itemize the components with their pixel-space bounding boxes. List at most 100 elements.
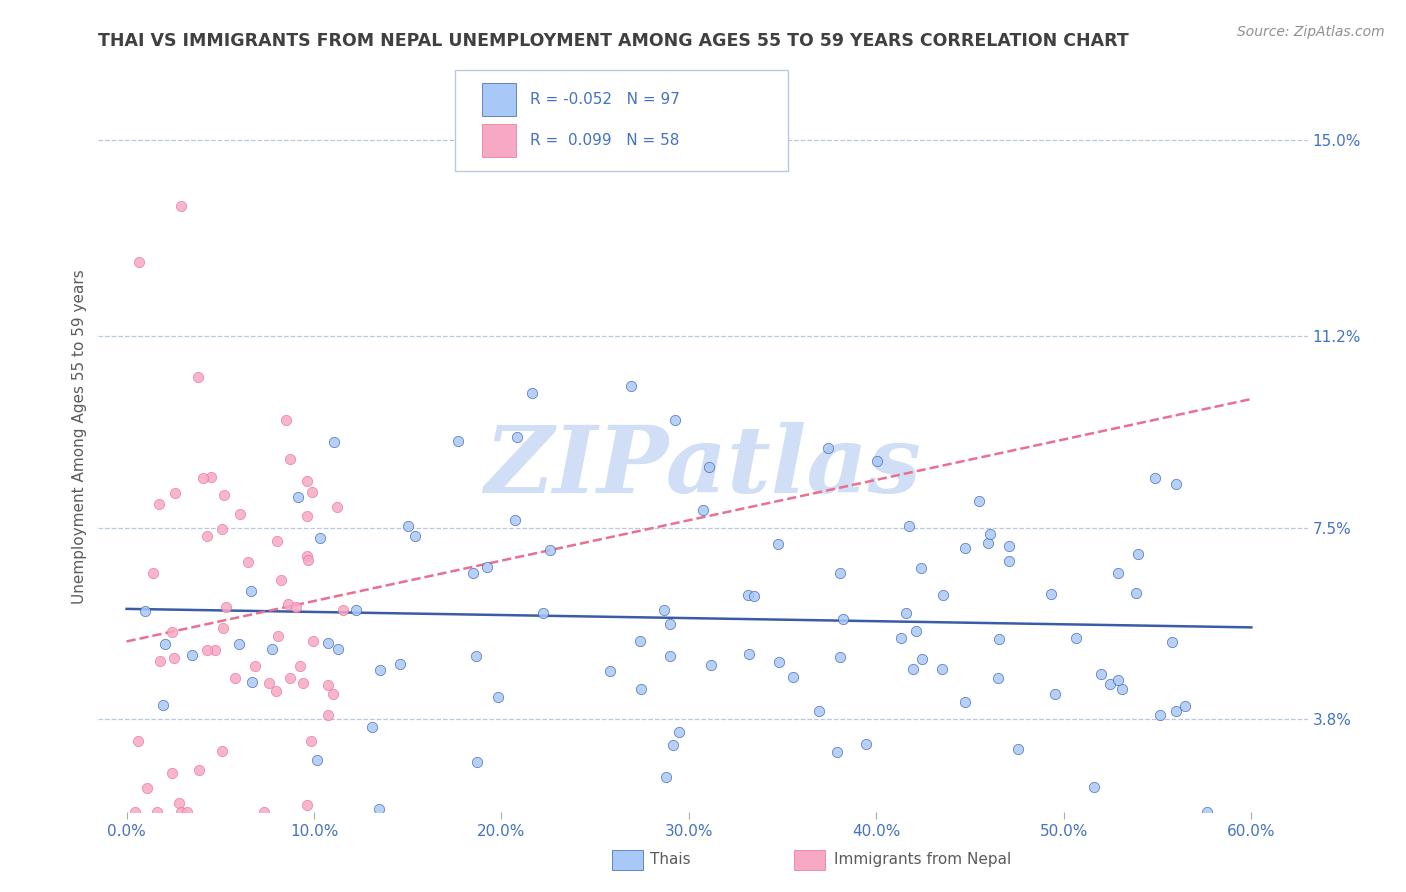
Point (1083, 780, 1105, 795)
Point (737, 648, 759, 662)
FancyBboxPatch shape (456, 70, 787, 171)
Point (326, 500, 349, 514)
Point (332, 603, 354, 617)
FancyBboxPatch shape (482, 84, 516, 116)
Point (827, 745, 849, 759)
Point (211, 744, 233, 758)
Point (630, 681, 652, 696)
Point (465, 755, 488, 769)
Point (270, 574, 292, 588)
Point (388, 657, 411, 672)
Point (181, 648, 204, 662)
Point (486, 690, 509, 704)
Point (295, 475, 318, 489)
Point (305, 753, 328, 767)
Point (1090, 667, 1112, 681)
Point (931, 662, 953, 676)
Point (979, 527, 1001, 541)
Point (278, 451, 301, 466)
Point (243, 659, 266, 673)
Point (264, 683, 287, 698)
Point (1197, 805, 1219, 819)
Point (195, 642, 218, 657)
Point (204, 643, 226, 657)
Point (894, 606, 917, 620)
Point (998, 540, 1021, 554)
Point (287, 491, 309, 505)
Point (977, 536, 1000, 550)
Point (1111, 681, 1133, 696)
Point (309, 531, 332, 545)
Point (855, 737, 877, 751)
Point (160, 765, 183, 780)
Point (658, 648, 681, 663)
Point (128, 255, 150, 269)
Point (152, 698, 174, 713)
Point (142, 566, 165, 581)
Point (742, 589, 765, 603)
Point (911, 651, 934, 665)
Point (191, 470, 214, 484)
Point (1164, 476, 1187, 491)
Point (662, 738, 685, 752)
Point (1164, 704, 1187, 718)
Point (163, 486, 186, 500)
Point (828, 566, 851, 580)
Point (520, 386, 543, 401)
Point (302, 634, 325, 648)
Point (224, 671, 246, 685)
Point (316, 636, 339, 650)
Point (1125, 586, 1147, 600)
Text: Thais: Thais (650, 853, 690, 867)
Point (291, 676, 314, 690)
Point (170, 805, 193, 819)
Point (361, 720, 384, 734)
Point (267, 629, 290, 643)
Point (228, 636, 250, 650)
Point (692, 503, 714, 517)
Point (316, 708, 339, 723)
Point (447, 434, 470, 448)
Point (368, 663, 391, 677)
Point (832, 612, 855, 626)
Point (253, 805, 276, 819)
Point (170, 199, 193, 213)
Point (284, 599, 307, 614)
Point (274, 413, 297, 427)
Point (766, 537, 789, 551)
Point (1126, 547, 1149, 561)
Point (240, 675, 263, 690)
Point (904, 624, 927, 639)
FancyBboxPatch shape (482, 124, 516, 157)
Point (212, 621, 235, 635)
Point (782, 670, 804, 684)
Point (658, 616, 681, 631)
Point (830, 649, 852, 664)
Text: THAI VS IMMIGRANTS FROM NEPAL UNEMPLOYMENT AMONG AGES 55 TO 59 YEARS CORRELATION: THAI VS IMMIGRANTS FROM NEPAL UNEMPLOYME… (98, 32, 1129, 50)
Point (866, 454, 889, 468)
Point (295, 509, 318, 524)
Point (697, 459, 720, 474)
Point (316, 678, 339, 692)
Point (163, 650, 186, 665)
Point (1107, 566, 1129, 581)
Point (188, 763, 211, 777)
Point (910, 561, 932, 575)
Point (278, 671, 301, 685)
Point (1143, 471, 1166, 485)
Point (475, 560, 498, 574)
Point (668, 724, 690, 739)
Point (124, 805, 146, 819)
Point (368, 802, 391, 816)
Point (404, 529, 426, 543)
Point (146, 805, 169, 819)
Point (953, 541, 976, 555)
Text: R = -0.052   N = 97: R = -0.052 N = 97 (530, 93, 681, 107)
Point (187, 369, 209, 384)
Point (236, 555, 259, 569)
Y-axis label: Unemployment Among Ages 55 to 59 years: Unemployment Among Ages 55 to 59 years (72, 269, 87, 605)
Text: ZIPatlas: ZIPatlas (485, 422, 921, 512)
Point (953, 695, 976, 709)
Point (295, 798, 318, 813)
Point (169, 796, 191, 810)
